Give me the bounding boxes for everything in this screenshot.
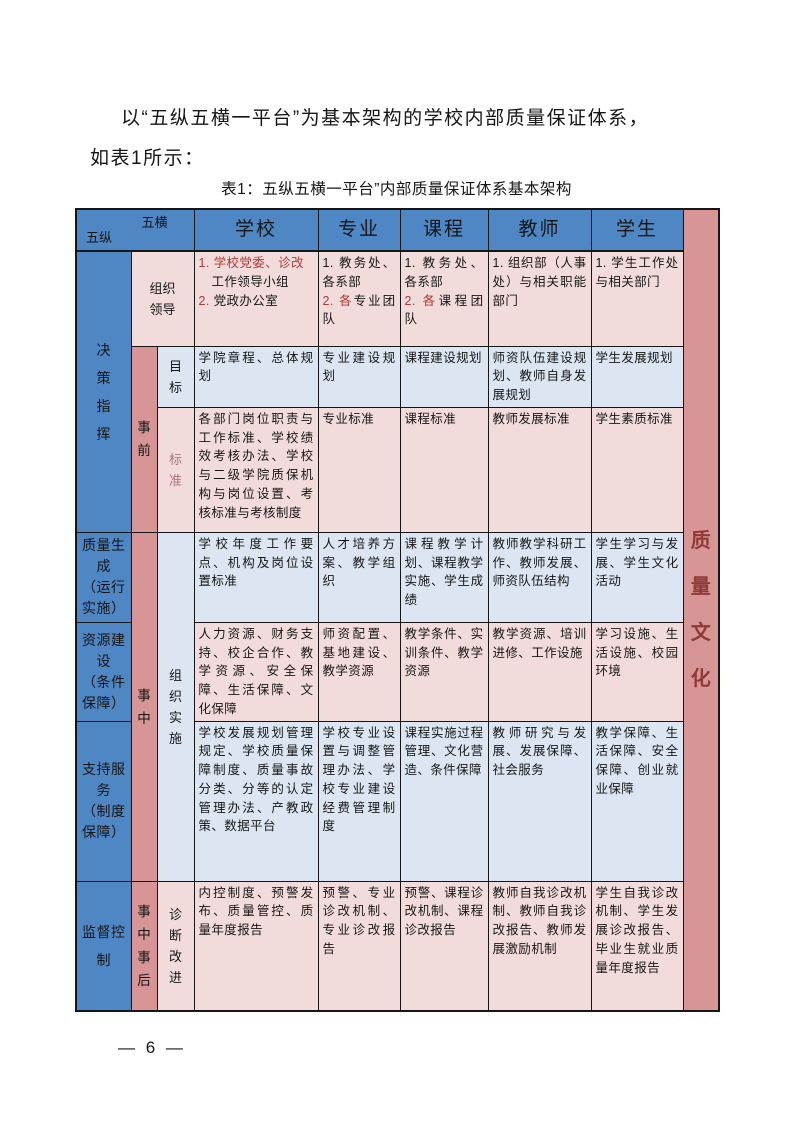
row-label-resource-construction: 资源建 设 （条件 保障） <box>75 621 132 722</box>
cell-r1-student: 1. 学生工作处与相关部门 <box>590 250 684 347</box>
cell-r2-teacher: 师资队伍建设规划、教师自身发展规划 <box>487 345 592 408</box>
cell-r6-course: 课程实施过程管理、文化营造、条件保障 <box>399 720 489 882</box>
cell-r1-course-line1: 1. 教务处、各系部 <box>404 256 484 289</box>
intro-paragraph-line1: 以“五纵五横一平台”为基本架构的学校内部质量保证体系， <box>121 108 650 129</box>
cell-r5-school: 人力资源、财务支持、校企合作、教学资源、安全保障、生活保障、文化保障 <box>193 621 319 722</box>
row-label-decision-command: 决 策 指 挥 <box>75 250 132 533</box>
column-header-teacher: 教师 <box>487 208 592 252</box>
column-header-school: 学校 <box>193 208 319 252</box>
cell-r1-school-line1: 1. 学校党委、诊改 <box>198 256 304 270</box>
cell-r4-student: 学生学习与发展、学生文化活动 <box>590 531 684 623</box>
cell-r6-school: 学校发展规划管理规定、学校质量保障制度、质量事故分类、分等的认定管理办法、产教政… <box>193 720 319 882</box>
cell-r3-teacher: 教师发展标准 <box>487 406 592 533</box>
cell-r6-teacher: 教师研究与发展、发展保障、社会服务 <box>487 720 592 882</box>
corner-label-wuzong: 五纵 <box>86 229 113 245</box>
column-header-student: 学生 <box>590 208 684 252</box>
cell-r4-course: 课程教学计划、课程教学实施、学生成绩 <box>399 531 489 623</box>
cell-r7-major: 预警、专业诊改机制、专业诊改报告 <box>317 880 401 1012</box>
cell-r1-major-line2: 2. 各专业团队 <box>322 293 396 327</box>
sub-label-org-implementation: 组 织 实 施 <box>156 531 195 882</box>
cell-r2-major: 专业建设规划 <box>317 345 401 408</box>
sub-label-diagnosis-improvement: 诊 断 改 进 <box>156 880 195 1012</box>
sub-label-org-leadership: 组织 领导 <box>130 250 195 347</box>
corner-label-wuheng: 五横 <box>141 215 168 230</box>
row-org-leadership: 决 策 指 挥 组织 领导 1. 学校党委、诊改 工作领导小组 2. 党政办公室… <box>75 250 719 533</box>
column-header-major: 专业 <box>317 208 401 252</box>
page-number: — 6 — <box>118 1038 186 1057</box>
header-row: 五横 五纵 学校 专业 课程 教师 学生 质 量 文 化 <box>75 208 720 1012</box>
cell-r1-school-line3: 2. 党政办公室 <box>198 293 279 308</box>
cell-r1-major: 1. 教务处、各系部 2. 各专业团队 <box>317 250 401 347</box>
row-goal: 事 前 目 标 学院章程、总体规划 专业建设规划 课程建设规划 师资队伍建设规划… <box>76 345 719 533</box>
sub-label-during-after: 事 中 事 后 <box>130 880 158 1012</box>
cell-r2-student: 学生发展规划 <box>590 345 684 408</box>
sub-label-during: 事 中 <box>130 531 158 882</box>
row-label-supervision-control: 监督控 制 <box>75 880 132 1012</box>
cell-r1-school-line2: 工作领导小组 <box>211 274 289 289</box>
quality-assurance-architecture-table: 五横 五纵 学校 专业 课程 教师 学生 质 量 文 化 决 策 指 挥 组织 … <box>75 208 720 1012</box>
cell-r3-student: 学生素质标准 <box>590 406 684 533</box>
cell-r5-course: 教学条件、实训条件、教学资源 <box>399 621 489 722</box>
cell-r3-major: 专业标准 <box>317 406 401 533</box>
cell-r4-major: 人才培养方案、教学组织 <box>317 531 401 623</box>
intro-paragraph-line2: 如表1所示： <box>90 148 205 169</box>
cell-r7-student: 学生自我诊改机制、学生发展诊改报告、毕业生就业质量年度报告 <box>590 880 684 1012</box>
cell-r7-school: 内控制度、预警发布、质量管控、质量年度报告 <box>193 880 319 1012</box>
corner-cell: 五横 五纵 <box>75 208 195 252</box>
cell-r7-course: 预警、课程诊改机制、课程诊改报告 <box>399 880 489 1012</box>
row-label-support-service: 支持服 务 （制度 保障） <box>75 720 132 882</box>
cell-r1-course: 1. 教务处、各系部 2. 各课程团队 <box>399 250 489 347</box>
cell-r2-school: 学院章程、总体规划 <box>193 345 319 408</box>
sub-label-standard: 标 准 <box>156 406 195 533</box>
row-support-service: 支持服 务 （制度 保障） 学校发展规划管理规定、学校质量保障制度、质量事故分类… <box>75 720 719 882</box>
cell-r1-school: 1. 学校党委、诊改 工作领导小组 2. 党政办公室 <box>193 250 319 347</box>
row-label-quality-generation: 质量生 成 （运行 实施） <box>75 531 132 623</box>
cell-r1-course-line2: 2. 各课程团队 <box>404 293 484 327</box>
cell-r5-student: 学习设施、生活设施、校园环境 <box>590 621 684 722</box>
cell-r2-course: 课程建设规划 <box>399 345 489 408</box>
cell-r3-school: 各部门岗位职责与工作标准、学校绩效考核办法、学校与二级学院质保机构与岗位设置、考… <box>193 406 319 533</box>
sub-label-goal: 目 标 <box>156 345 195 408</box>
cell-r5-teacher: 教学资源、培训进修、工作设施 <box>487 621 592 722</box>
cell-r5-major: 师资配置、基地建设、教学资源 <box>317 621 401 722</box>
cell-r7-teacher: 教师自我诊改机制、教师自我诊改报告、教师发展激励机制 <box>487 880 592 1012</box>
sub-label-before: 事 前 <box>130 345 158 533</box>
row-supervision-control: 监督控 制 事 中 事 后 诊 断 改 进 内控制度、预警发布、质量管控、质量年… <box>75 880 719 1012</box>
table-caption: 表1：五纵五横一平台”内部质量保证体系基本架构 <box>221 181 572 198</box>
cell-r4-school: 学校年度工作要点、机构及岗位设置标准 <box>193 531 319 623</box>
cell-r6-major: 学校专业设置与调整管理办法、学校专业建设经费管理制度 <box>317 720 401 882</box>
column-header-course: 课程 <box>399 208 489 252</box>
cell-r4-teacher: 教师教学科研工作、教师发展、师资队伍结构 <box>487 531 592 623</box>
cell-r6-student: 教学保障、生活保障、安全保障、创业就业保障 <box>590 720 684 882</box>
cell-r1-major-line1: 1. 教务处、各系部 <box>322 256 396 289</box>
row-standard: 标 准 各部门岗位职责与工作标准、学校绩效考核办法、学校与二级学院质保机构与岗位… <box>76 406 719 533</box>
quality-culture-band: 质 量 文 化 <box>682 208 720 1012</box>
row-resource-construction: 资源建 设 （条件 保障） 人力资源、财务支持、校企合作、教学资源、安全保障、生… <box>75 621 719 722</box>
cell-r1-teacher: 1. 组织部（人事处）与相关职能部门 <box>487 250 592 347</box>
row-quality-generation: 质量生 成 （运行 实施） 事 中 组 织 实 施 学校年度工作要点、机构及岗位… <box>75 531 719 882</box>
cell-r3-course: 课程标准 <box>399 406 489 533</box>
